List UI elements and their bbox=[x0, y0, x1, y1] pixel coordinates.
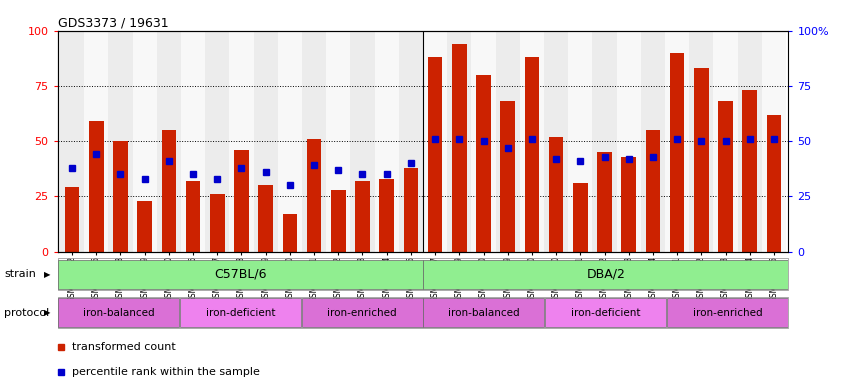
Text: iron-enriched: iron-enriched bbox=[327, 308, 397, 318]
Bar bbox=[65, 187, 80, 252]
Bar bbox=[471, 31, 496, 252]
Bar bbox=[307, 139, 321, 252]
Bar bbox=[544, 31, 569, 252]
Bar bbox=[592, 31, 617, 252]
Bar bbox=[645, 130, 660, 252]
Bar bbox=[713, 31, 738, 252]
Bar bbox=[302, 31, 327, 252]
Bar bbox=[404, 168, 418, 252]
Bar bbox=[181, 31, 206, 252]
Bar bbox=[452, 44, 466, 252]
Bar bbox=[186, 181, 201, 252]
Bar bbox=[398, 31, 423, 252]
Bar bbox=[640, 31, 665, 252]
Bar bbox=[210, 194, 224, 252]
Bar bbox=[617, 31, 640, 252]
Bar bbox=[689, 31, 713, 252]
Bar bbox=[424, 260, 788, 289]
Bar bbox=[113, 141, 128, 252]
Bar bbox=[162, 130, 176, 252]
Bar bbox=[766, 115, 781, 252]
Bar bbox=[277, 31, 302, 252]
Bar bbox=[423, 31, 448, 252]
Bar bbox=[546, 298, 666, 327]
Text: iron-deficient: iron-deficient bbox=[571, 308, 640, 318]
Bar bbox=[180, 298, 300, 327]
Bar bbox=[694, 68, 709, 252]
Bar bbox=[327, 31, 350, 252]
Bar bbox=[380, 179, 394, 252]
Bar bbox=[283, 214, 297, 252]
Bar bbox=[229, 31, 254, 252]
Bar bbox=[84, 31, 108, 252]
Bar bbox=[762, 31, 786, 252]
Bar bbox=[331, 190, 345, 252]
Bar bbox=[496, 31, 519, 252]
Bar bbox=[254, 31, 277, 252]
Bar bbox=[549, 137, 563, 252]
Bar bbox=[573, 183, 588, 252]
Text: iron-deficient: iron-deficient bbox=[206, 308, 275, 318]
Bar bbox=[738, 31, 762, 252]
Bar bbox=[157, 31, 181, 252]
Text: iron-balanced: iron-balanced bbox=[83, 308, 154, 318]
Bar bbox=[525, 57, 539, 252]
Bar bbox=[428, 57, 442, 252]
Bar bbox=[670, 53, 684, 252]
Bar bbox=[350, 31, 375, 252]
Text: percentile rank within the sample: percentile rank within the sample bbox=[72, 366, 260, 377]
Text: strain: strain bbox=[4, 269, 36, 279]
Bar bbox=[108, 31, 133, 252]
Bar bbox=[476, 75, 491, 252]
Bar bbox=[448, 31, 471, 252]
Bar bbox=[60, 31, 84, 252]
Bar bbox=[667, 298, 788, 327]
Text: GDS3373 / 19631: GDS3373 / 19631 bbox=[58, 17, 168, 30]
Text: transformed count: transformed count bbox=[72, 341, 176, 352]
Bar bbox=[58, 260, 422, 289]
Text: iron-enriched: iron-enriched bbox=[693, 308, 762, 318]
Bar bbox=[718, 101, 733, 252]
Text: C57BL/6: C57BL/6 bbox=[214, 268, 266, 281]
Text: ▶: ▶ bbox=[44, 270, 51, 279]
Bar bbox=[206, 31, 229, 252]
Bar bbox=[743, 90, 757, 252]
Bar bbox=[89, 121, 103, 252]
Text: protocol: protocol bbox=[4, 308, 49, 318]
Bar bbox=[424, 298, 544, 327]
Bar bbox=[622, 157, 636, 252]
Text: iron-balanced: iron-balanced bbox=[448, 308, 519, 318]
Bar bbox=[234, 150, 249, 252]
Bar bbox=[375, 31, 398, 252]
Bar bbox=[665, 31, 689, 252]
Bar bbox=[597, 152, 612, 252]
Bar bbox=[355, 181, 370, 252]
Bar bbox=[133, 31, 157, 252]
Text: ▶: ▶ bbox=[44, 308, 51, 317]
Bar bbox=[519, 31, 544, 252]
Bar bbox=[58, 298, 179, 327]
Bar bbox=[569, 31, 592, 252]
Bar bbox=[501, 101, 515, 252]
Bar bbox=[258, 185, 273, 252]
Bar bbox=[302, 298, 422, 327]
Bar bbox=[137, 201, 152, 252]
Text: DBA/2: DBA/2 bbox=[586, 268, 625, 281]
